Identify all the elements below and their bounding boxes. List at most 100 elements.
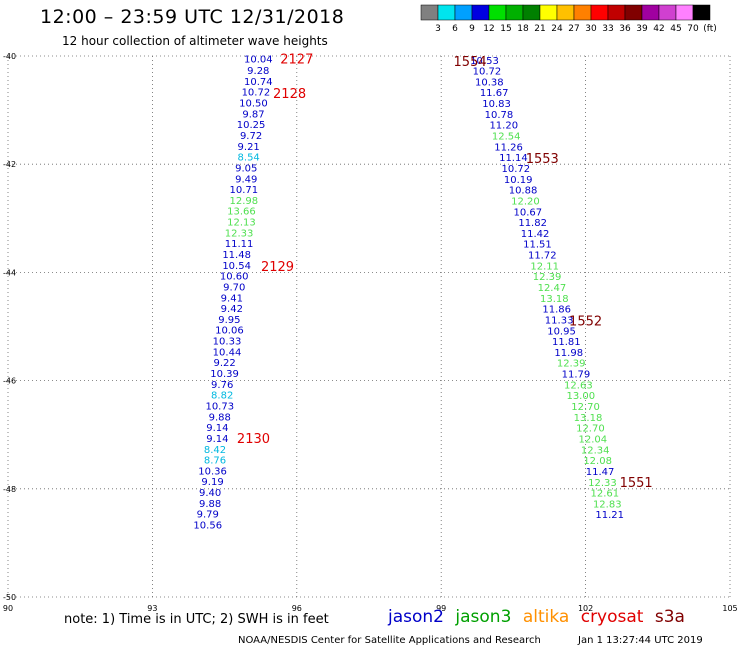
colorbar-label: 9 — [469, 24, 475, 34]
colorbar-swatch — [420, 4, 439, 21]
wave-height-point: 10.78 — [485, 110, 514, 121]
wave-height-point: 9.42 — [221, 304, 243, 315]
wave-height-point: 11.14 — [499, 153, 528, 164]
x-tick-label: 99 — [436, 604, 446, 613]
colorbar-label: 18 — [517, 24, 529, 34]
wave-height-point: 10.83 — [482, 99, 511, 110]
wave-height-point: 11.11 — [225, 239, 254, 250]
wave-height-point: 10.73 — [205, 401, 234, 412]
colorbar-swatch — [454, 4, 473, 21]
colorbar-label: 33 — [602, 24, 613, 34]
generated-timestamp: Jan 1 13:27:44 UTC 2019 — [578, 635, 703, 646]
wave-height-point: 9.87 — [242, 109, 264, 120]
wave-height-point: 10.36 — [198, 466, 227, 477]
x-tick-label: 90 — [3, 604, 13, 613]
x-tick-label: 93 — [147, 604, 157, 613]
colorbar-swatch — [590, 4, 609, 21]
wave-height-point: 9.19 — [201, 477, 223, 488]
colorbar-swatch — [573, 4, 592, 21]
wave-height-point: 11.72 — [528, 251, 557, 262]
wave-height-point: 12.63 — [564, 380, 593, 391]
colorbar-label: 6 — [452, 24, 458, 34]
wave-height-point: 13.18 — [540, 294, 569, 305]
wave-height-point: 9.40 — [199, 488, 221, 499]
wave-height-point: 10.06 — [215, 326, 244, 337]
colorbar-label: 45 — [670, 24, 681, 34]
wave-height-point: 12.98 — [230, 196, 259, 207]
wave-height-point: 11.98 — [554, 348, 583, 359]
colorbar-label: 21 — [534, 24, 545, 34]
wave-height-point: 9.21 — [238, 142, 260, 153]
colorbar-swatch — [522, 4, 541, 21]
units-note: note: 1) Time is in UTC; 2) SWH is in fe… — [64, 612, 329, 627]
pass-number-label: 2127 — [280, 53, 313, 68]
colorbar-label: 24 — [551, 24, 563, 34]
wave-height-point: 12.83 — [593, 499, 622, 510]
colorbar-label: 36 — [619, 24, 631, 34]
wave-height-point: 9.49 — [235, 174, 257, 185]
wave-height-point: 12.61 — [591, 489, 620, 500]
wave-height-point: 9.22 — [213, 358, 235, 369]
legend-s3a: s3a — [654, 607, 685, 627]
wave-height-point: 9.76 — [211, 380, 233, 391]
chart-title: 12:00 – 23:59 UTC 12/31/2018 — [40, 6, 345, 28]
wave-height-point: 12.34 — [581, 445, 610, 456]
colorbar-label: (ft) — [703, 24, 717, 34]
pass-number-label: 1552 — [569, 315, 602, 330]
y-tick-label: -50 — [3, 593, 16, 602]
color-scale-bar: 3 6 9 12 15 18 21 24 27 30 33 36 39 42 45 70 (ft) — [420, 4, 717, 34]
wave-height-point: 12.39 — [557, 359, 586, 370]
wave-height-point: 10.04 — [244, 55, 273, 66]
wave-height-point: 12.33 — [225, 228, 254, 239]
colorbar-label: 42 — [653, 24, 664, 34]
colorbar-swatch — [437, 4, 456, 21]
wave-height-point: 12.20 — [511, 196, 540, 207]
chart-subtitle: 12 hour collection of altimeter wave hei… — [62, 34, 328, 48]
y-tick-label: -48 — [3, 485, 16, 494]
wave-height-point: 10.33 — [213, 337, 242, 348]
pass-number-label: 1551 — [620, 476, 653, 491]
wave-height-point: 10.25 — [237, 120, 266, 131]
colorbar-swatch — [641, 4, 660, 21]
wave-height-point: 10.67 — [514, 207, 543, 218]
x-tick-label: 102 — [578, 604, 593, 613]
legend-cryosat: cryosat — [580, 607, 644, 627]
wave-height-point: 9.41 — [221, 293, 243, 304]
wave-height-point: 8.76 — [204, 456, 226, 467]
wave-height-point: 8.54 — [238, 153, 260, 164]
pass-number-label: 1554 — [454, 55, 487, 70]
colorbar-swatch — [675, 4, 694, 21]
wave-height-point: 13.00 — [566, 391, 595, 402]
wave-height-point: 10.39 — [210, 369, 239, 380]
wave-height-point: 10.72 — [473, 67, 502, 78]
wave-height-point: 10.60 — [220, 272, 249, 283]
wave-height-point: 11.81 — [552, 337, 581, 348]
colorbar-swatch — [471, 4, 490, 21]
y-tick-label: -40 — [3, 52, 16, 61]
wave-height-point: 11.47 — [586, 467, 615, 478]
colorbar-swatch — [488, 4, 507, 21]
wave-height-point: 9.72 — [240, 131, 262, 142]
wave-height-point: 10.50 — [239, 99, 268, 110]
x-tick-label: 105 — [722, 604, 737, 613]
satellite-legend: jason2 jason3 altika cryosat s3a — [388, 607, 691, 627]
wave-height-point: 11.26 — [494, 142, 523, 153]
wave-height-point: 13.66 — [227, 207, 256, 218]
wave-height-point: 10.38 — [475, 77, 504, 88]
x-tick-label: 96 — [292, 604, 302, 613]
wave-height-point: 9.88 — [199, 499, 221, 510]
credit-line: NOAA/NESDIS Center for Satellite Applica… — [238, 635, 541, 646]
wave-height-point: 9.14 — [206, 434, 228, 445]
legend-altika: altika — [522, 607, 570, 627]
wave-height-point: 10.71 — [230, 185, 259, 196]
wave-height-point: 12.70 — [571, 402, 600, 413]
y-tick-label: -46 — [3, 377, 16, 386]
colorbar-swatch — [624, 4, 643, 21]
wave-height-point: 10.74 — [244, 77, 273, 88]
colorbar-label: 3 — [435, 24, 441, 34]
wave-height-point: 11.51 — [523, 240, 552, 251]
wave-height-point: 9.28 — [247, 66, 269, 77]
legend-jason2: jason2 — [388, 607, 444, 627]
wave-height-point: 10.72 — [501, 164, 530, 175]
